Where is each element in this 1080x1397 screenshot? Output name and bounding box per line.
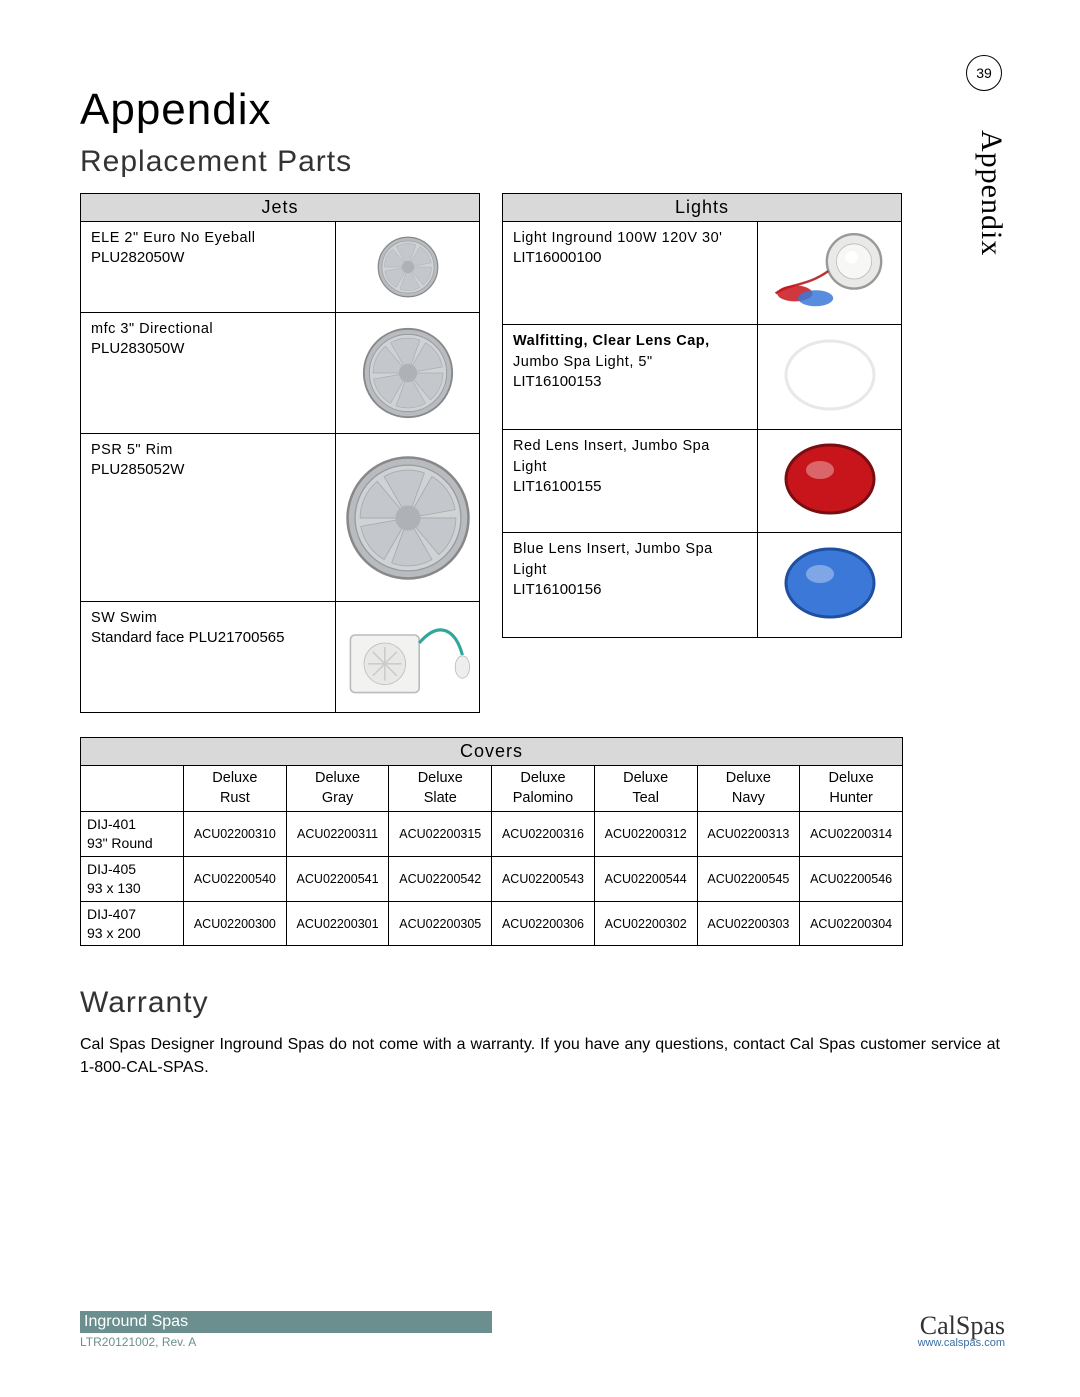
part-image-cell	[758, 533, 902, 638]
warranty-text: Cal Spas Designer Inground Spas do not c…	[80, 1034, 1000, 1079]
covers-cell: ACU02200541	[286, 856, 389, 901]
covers-cell: ACU02200316	[492, 812, 595, 857]
covers-table: Covers DeluxeRustDeluxeGrayDeluxeSlateDe…	[80, 737, 903, 946]
jets-table: Jets ELE 2" Euro No Eyeball PLU282050W m…	[80, 193, 480, 713]
part-label: ELE 2" Euro No Eyeball	[91, 228, 325, 249]
table-row: DIJ-40593 x 130ACU02200540ACU02200541ACU…	[81, 856, 903, 901]
footer-revision: LTR20121002, Rev. A	[80, 1335, 492, 1349]
covers-cell: ACU02200313	[697, 812, 800, 857]
table-row: ELE 2" Euro No Eyeball PLU282050W	[81, 222, 480, 313]
part-image-cell	[758, 325, 902, 430]
part-label: SW Swim	[91, 608, 325, 629]
covers-cell: ACU02200546	[800, 856, 903, 901]
table-row: PSR 5" Rim PLU285052W	[81, 434, 480, 602]
table-row: DIJ-40793 x 200ACU02200300ACU02200301ACU…	[81, 901, 903, 946]
covers-cell: ACU02200544	[594, 856, 697, 901]
part-label: mfc 3" Directional	[91, 319, 325, 340]
covers-cell: ACU02200545	[697, 856, 800, 901]
covers-cell: ACU02200312	[594, 812, 697, 857]
covers-cell: ACU02200300	[184, 901, 287, 946]
covers-cell: ACU02200540	[184, 856, 287, 901]
covers-column-header: DeluxeHunter	[800, 766, 903, 812]
footer-product: Inground Spas	[80, 1311, 492, 1333]
covers-cell: ACU02200301	[286, 901, 389, 946]
covers-cell: ACU02200310	[184, 812, 287, 857]
table-row: Red Lens Insert, Jumbo Spa Light LIT1610…	[503, 430, 902, 533]
table-row: Light Inground 100W 120V 30' LIT16000100	[503, 222, 902, 325]
part-image-cell	[758, 222, 902, 325]
table-row: Blue Lens Insert, Jumbo Spa Light LIT161…	[503, 533, 902, 638]
part-code: LIT16100156	[513, 581, 747, 598]
part-code: LIT16000100	[513, 249, 747, 266]
table-row: Walfitting, Clear Lens Cap, Jumbo Spa Li…	[503, 325, 902, 430]
part-label: PSR 5" Rim	[91, 440, 325, 461]
part-code: PLU282050W	[91, 249, 325, 266]
part-code: Standard face PLU21700565	[91, 629, 325, 646]
part-label: Red Lens Insert, Jumbo Spa Light	[513, 436, 747, 478]
section-warranty: Warranty	[80, 986, 1005, 1020]
page-title: Appendix	[80, 85, 1005, 135]
jets-header: Jets	[81, 194, 480, 222]
side-tab-label: Appendix	[974, 130, 1008, 256]
part-image-cell	[336, 434, 480, 602]
covers-column-header: DeluxeNavy	[697, 766, 800, 812]
section-replacement-parts: Replacement Parts	[80, 145, 1005, 179]
part-label: Blue Lens Insert, Jumbo Spa Light	[513, 539, 747, 581]
page-footer: Inground Spas LTR20121002, Rev. A CalSpa…	[80, 1303, 1005, 1349]
brand-url: www.calspas.com	[918, 1337, 1005, 1349]
covers-column-header: DeluxeGray	[286, 766, 389, 812]
brand-logo: CalSpas	[918, 1314, 1005, 1337]
covers-column-header: DeluxeSlate	[389, 766, 492, 812]
covers-cell: ACU02200542	[389, 856, 492, 901]
page-number: 39	[976, 65, 992, 81]
page-number-badge: 39	[966, 55, 1002, 91]
part-image-cell	[336, 313, 480, 434]
covers-cell: ACU02200302	[594, 901, 697, 946]
table-row: DeluxeRustDeluxeGrayDeluxeSlateDeluxePal…	[81, 766, 903, 812]
part-code: LIT16100153	[513, 373, 747, 390]
covers-row-header: DIJ-40193" Round	[81, 812, 184, 857]
covers-cell: ACU02200306	[492, 901, 595, 946]
covers-header: Covers	[81, 738, 903, 766]
covers-cell: ACU02200311	[286, 812, 389, 857]
covers-column-header: DeluxeTeal	[594, 766, 697, 812]
part-code: PLU283050W	[91, 340, 325, 357]
covers-cell: ACU02200314	[800, 812, 903, 857]
covers-cell: ACU02200304	[800, 901, 903, 946]
part-image-cell	[758, 430, 902, 533]
part-image-cell	[336, 222, 480, 313]
covers-column-header: DeluxePalomino	[492, 766, 595, 812]
table-row: DIJ-40193" RoundACU02200310ACU02200311AC…	[81, 812, 903, 857]
covers-corner	[81, 766, 184, 812]
lights-header: Lights	[503, 194, 902, 222]
covers-column-header: DeluxeRust	[184, 766, 287, 812]
part-image-cell	[336, 602, 480, 713]
covers-cell: ACU02200303	[697, 901, 800, 946]
table-row: SW Swim Standard face PLU21700565	[81, 602, 480, 713]
part-label: Light Inground 100W 120V 30'	[513, 228, 747, 249]
covers-cell: ACU02200543	[492, 856, 595, 901]
part-label: Walfitting, Clear Lens Cap, Jumbo Spa Li…	[513, 331, 747, 373]
table-row: mfc 3" Directional PLU283050W	[81, 313, 480, 434]
covers-row-header: DIJ-40793 x 200	[81, 901, 184, 946]
covers-row-header: DIJ-40593 x 130	[81, 856, 184, 901]
covers-cell: ACU02200305	[389, 901, 492, 946]
part-code: LIT16100155	[513, 478, 747, 495]
lights-table: Lights Light Inground 100W 120V 30' LIT1…	[502, 193, 902, 638]
covers-cell: ACU02200315	[389, 812, 492, 857]
part-code: PLU285052W	[91, 461, 325, 478]
